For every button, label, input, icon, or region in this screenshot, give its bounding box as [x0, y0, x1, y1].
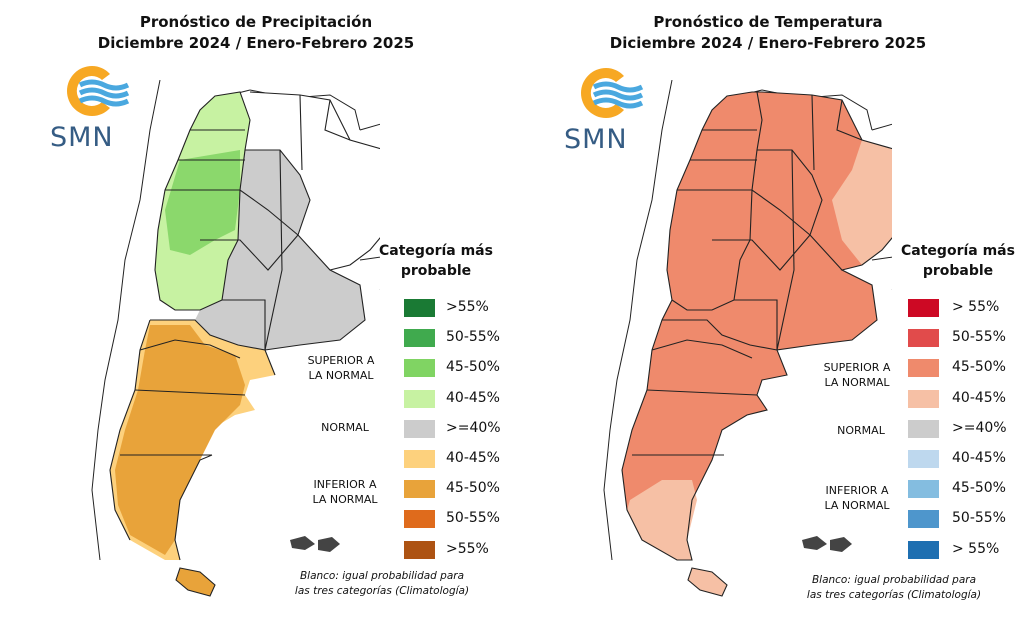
precipitation-title: Pronóstico de Precipitación Diciembre 20… [0, 12, 512, 54]
precipitation-group-superior: SUPERIOR A LA NORMAL [296, 353, 386, 383]
legend-swatch [403, 418, 436, 439]
legend-label: 50-55% [446, 329, 500, 346]
tierra-del-fuego [176, 568, 215, 596]
precipitation-panel: Pronóstico de Precipitación Diciembre 20… [0, 12, 512, 599]
region-south-light [627, 480, 697, 560]
temperature-group-normal: NORMAL [816, 423, 906, 438]
legend-label: 50-55% [952, 329, 1006, 346]
legend-swatch [403, 358, 436, 379]
province-borders [109, 91, 380, 597]
legend-label: 45-50% [952, 480, 1006, 497]
argentina-regions [622, 92, 892, 596]
legend-swatch [403, 509, 436, 530]
legend-title-line1: Categoría más [901, 243, 1015, 259]
legend-swatch [403, 328, 436, 349]
legend-swatch [907, 539, 940, 560]
group-inferior-line2: LA NORMAL [312, 493, 378, 506]
legend-swatch [907, 358, 940, 379]
smn-logo-text: SMN [564, 124, 628, 155]
legend-label: 50-55% [446, 510, 500, 527]
temperature-title: Pronóstico de Temperatura Diciembre 2024… [512, 12, 1024, 54]
argentina-regions [110, 92, 380, 596]
temperature-legend-title: Categoría más probable [888, 241, 1024, 281]
group-superior-line1: SUPERIOR A [823, 361, 891, 374]
legend-title-line2: probable [922, 263, 994, 279]
legend-title-line2: probable [400, 263, 472, 279]
legend-label: 50-55% [952, 510, 1006, 527]
precipitation-group-normal: NORMAL [300, 420, 390, 435]
region-northeast-light [832, 140, 892, 265]
group-inferior-line1: INFERIOR A [313, 478, 377, 491]
group-inferior-line2: LA NORMAL [824, 499, 890, 512]
temperature-map [603, 80, 892, 597]
legend-label: 40-45% [446, 450, 500, 466]
tierra-del-fuego [688, 568, 727, 596]
region-patagonia [115, 325, 245, 555]
region-main [622, 92, 892, 560]
precipitation-legend-title: Categoría más probable [366, 241, 506, 281]
note-line1: Blanco: igual probabilidad para [299, 570, 465, 582]
legend-label: 40-45% [952, 389, 1006, 406]
smn-logo: SMN [46, 60, 136, 160]
precipitation-note: Blanco: igual probabilidad para las tres… [252, 569, 512, 599]
legend-swatch [907, 298, 940, 318]
legend-label: 40-45% [952, 450, 1006, 466]
legend-label: >55% [446, 540, 489, 557]
legend-swatch [907, 328, 940, 349]
legend-label: 45-50% [446, 480, 500, 497]
temperature-panel: Pronóstico de Temperatura Diciembre 2024… [512, 0, 1024, 618]
precipitation-map [91, 80, 380, 597]
legend-label: 45-50% [446, 359, 500, 376]
legend-label: 45-50% [952, 359, 1006, 376]
precipitation-title-line2: Diciembre 2024 / Enero-Febrero 2025 [97, 34, 415, 52]
legend-swatch [907, 418, 940, 439]
legend-swatch [907, 449, 940, 469]
group-superior-line1: SUPERIOR A [307, 354, 375, 367]
legend-label: >=40% [952, 419, 1007, 436]
group-superior-line2: LA NORMAL [824, 376, 890, 389]
group-normal-line: NORMAL [321, 421, 369, 434]
precipitation-group-inferior: INFERIOR A LA NORMAL [300, 477, 390, 507]
legend-title-line1: Categoría más [379, 243, 493, 259]
group-superior-line2: LA NORMAL [308, 369, 374, 382]
temperature-title-line1: Pronóstico de Temperatura [653, 13, 883, 31]
group-inferior-line1: INFERIOR A [825, 484, 889, 497]
legend-swatch [907, 479, 940, 500]
precipitation-title-line1: Pronóstico de Precipitación [139, 13, 373, 31]
legend-swatch [403, 479, 436, 500]
legend-label: > 55% [952, 540, 1000, 557]
note-line2: las tres categorías (Climatología) [294, 585, 470, 597]
legend-swatch [403, 539, 436, 560]
legend-swatch [403, 298, 436, 318]
legend-label: >=40% [446, 419, 501, 436]
temperature-note: Blanco: igual probabilidad para las tres… [764, 573, 1024, 603]
legend-swatch [403, 388, 436, 409]
smn-logo-icon [67, 66, 130, 116]
smn-logo-icon [581, 68, 644, 118]
legend-swatch [907, 509, 940, 530]
temperature-group-inferior: INFERIOR A LA NORMAL [812, 483, 902, 513]
province-borders [621, 91, 892, 597]
temperature-group-superior: SUPERIOR A LA NORMAL [812, 360, 902, 390]
legend-swatch [907, 388, 940, 409]
note-line1: Blanco: igual probabilidad para [811, 574, 977, 586]
legend-label: >55% [446, 299, 489, 315]
region-northwest-strong [165, 150, 240, 255]
smn-logo: SMN [560, 62, 650, 162]
smn-logo-text: SMN [50, 122, 114, 153]
falkland-islands [290, 536, 340, 552]
region-northeast [250, 92, 380, 270]
legend-label: 40-45% [446, 389, 500, 406]
legend-label: > 55% [952, 299, 1000, 315]
group-normal-line: NORMAL [837, 424, 885, 437]
legend-swatch [403, 449, 436, 469]
note-line2: las tres categorías (Climatología) [806, 589, 982, 601]
temperature-title-line2: Diciembre 2024 / Enero-Febrero 2025 [609, 34, 927, 52]
falkland-islands [802, 536, 852, 552]
